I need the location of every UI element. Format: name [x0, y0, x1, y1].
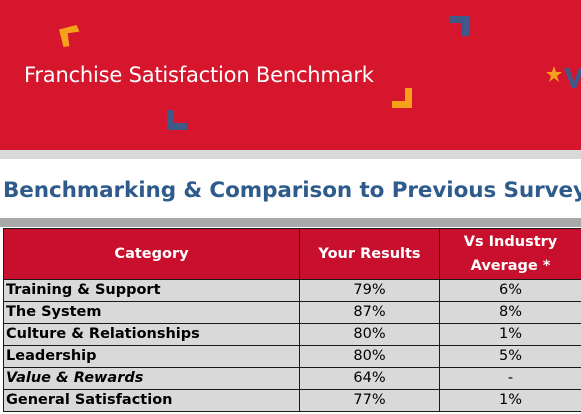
column-header-category: Category — [3, 228, 300, 280]
row-your-results: 80% — [299, 345, 440, 368]
table-row: The System 87% 8% — [3, 301, 581, 324]
row-category: General Satisfaction — [3, 389, 300, 412]
row-category: Value & Rewards — [3, 367, 300, 390]
column-header-vs-industry-line2: Average * — [470, 258, 551, 274]
column-header-your-results: Your Results — [299, 228, 440, 280]
section-underline — [0, 218, 581, 227]
logo-fragment-icon — [546, 66, 581, 88]
row-your-results: 64% — [299, 367, 440, 390]
section-title: Benchmarking & Comparison to Previous Su… — [3, 178, 581, 203]
navy-chevron-icon — [167, 110, 187, 130]
row-category: Leadership — [3, 345, 300, 368]
table-row: Leadership 80% 5% — [3, 345, 581, 368]
row-vs-industry: - — [439, 367, 581, 390]
table-row: Culture & Relationships 80% 1% — [3, 323, 581, 346]
row-vs-industry: 8% — [439, 301, 581, 324]
header-banner: Franchise Satisfaction Benchmark — [0, 0, 581, 150]
orange-chevron-icon — [392, 88, 412, 108]
divider-band — [0, 150, 581, 159]
row-vs-industry: 1% — [439, 323, 581, 346]
table-row: Value & Rewards 64% - — [3, 367, 581, 390]
row-your-results: 77% — [299, 389, 440, 412]
navy-chevron-icon — [449, 16, 469, 36]
row-category: Culture & Relationships — [3, 323, 300, 346]
column-header-vs-industry: Vs Industry Average * — [439, 228, 581, 280]
table-row: General Satisfaction 77% 1% — [3, 389, 581, 412]
row-vs-industry: 6% — [439, 279, 581, 302]
row-category: The System — [3, 301, 300, 324]
benchmark-table: Category Your Results Vs Industry Averag… — [3, 228, 581, 412]
orange-chevron-icon — [58, 24, 80, 48]
banner-title: Franchise Satisfaction Benchmark — [24, 63, 374, 87]
row-vs-industry: 1% — [439, 389, 581, 412]
row-category: Training & Support — [3, 279, 300, 302]
table-row: Training & Support 79% 6% — [3, 279, 581, 302]
row-your-results: 80% — [299, 323, 440, 346]
table-header-row: Category Your Results Vs Industry Averag… — [3, 228, 581, 280]
row-vs-industry: 5% — [439, 345, 581, 368]
row-your-results: 79% — [299, 279, 440, 302]
column-header-vs-industry-line1: Vs Industry — [463, 234, 558, 250]
row-your-results: 87% — [299, 301, 440, 324]
